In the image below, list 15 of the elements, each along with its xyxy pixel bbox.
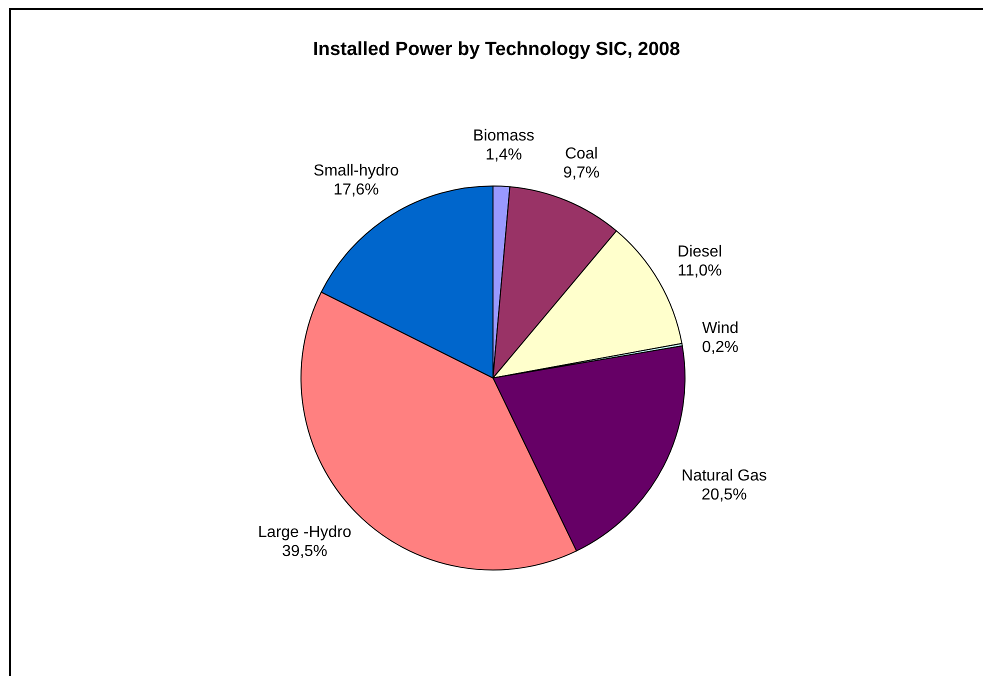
data-label: 9,7% [563, 164, 600, 181]
slice-label: Natural Gas [682, 466, 767, 484]
data-label: 39,5% [282, 542, 328, 560]
data-label: 0,2% [702, 338, 739, 356]
data-label: 17,6% [334, 180, 379, 198]
chart-title: Installed Power by Technology SIC, 2008 [312, 39, 682, 61]
data-label: 11,0% [678, 262, 722, 279]
slice-label: Biomass [473, 127, 534, 144]
slice-label: Diesel [678, 242, 722, 260]
slice-label: Small-hydro [314, 162, 400, 179]
slice-label: Large -Hydro [258, 524, 352, 541]
slice-label: Wind [702, 320, 739, 337]
slice-label: Coal [564, 144, 598, 162]
data-label: 1,4% [485, 146, 522, 164]
data-label: 20,5% [702, 486, 747, 503]
